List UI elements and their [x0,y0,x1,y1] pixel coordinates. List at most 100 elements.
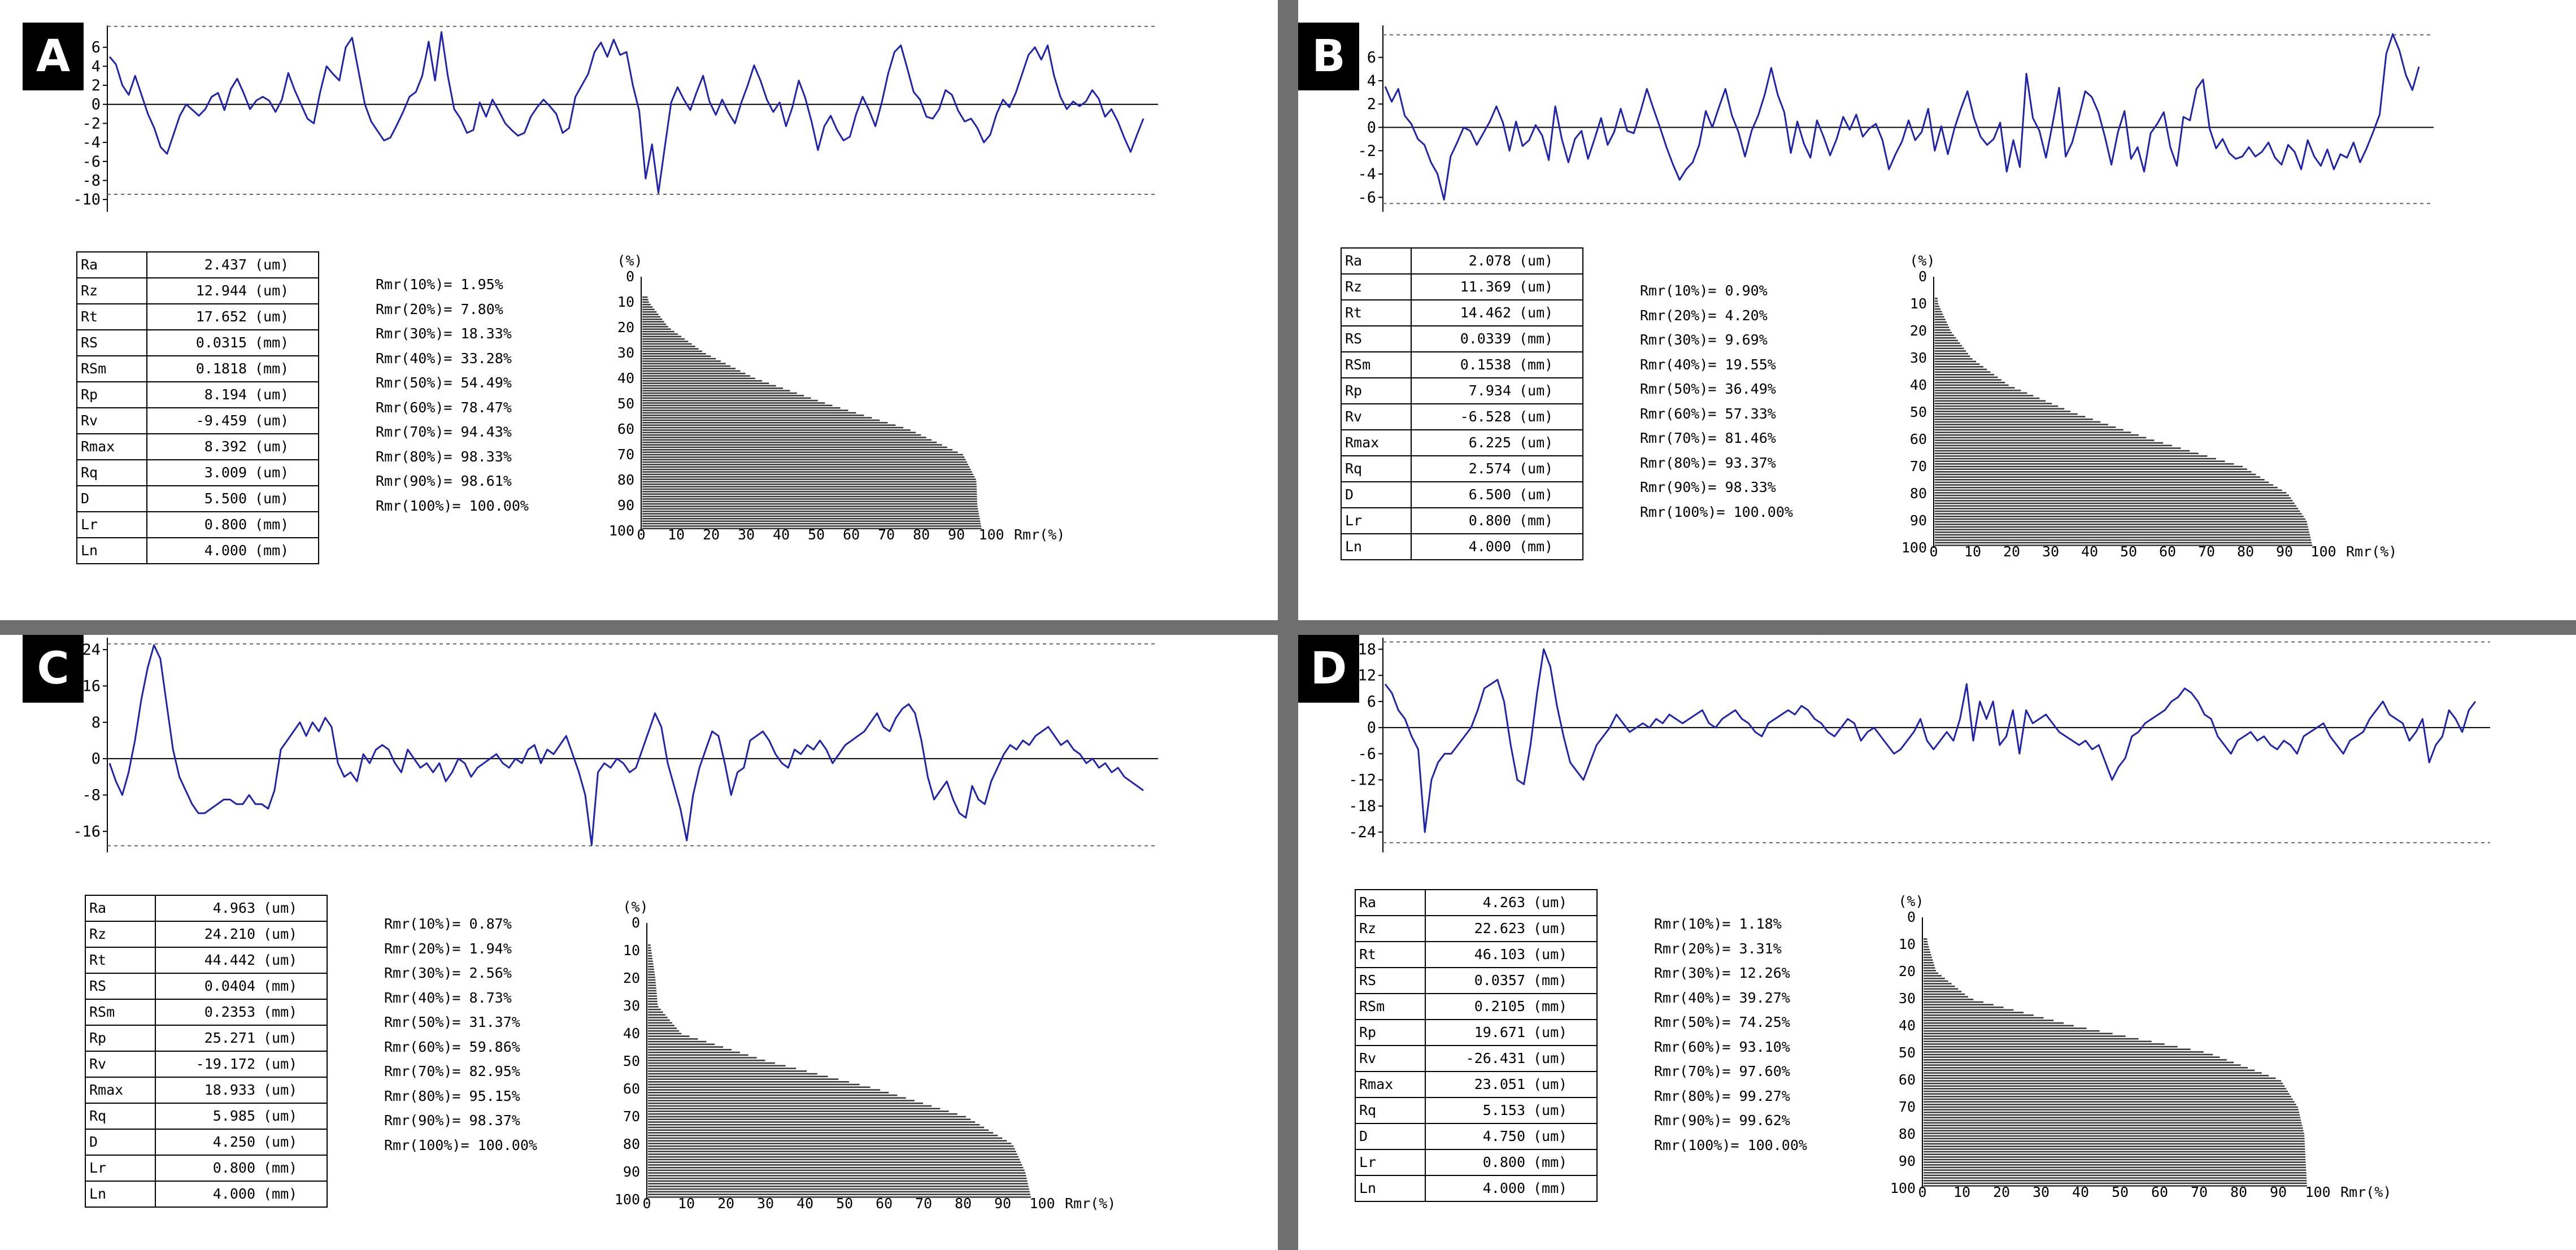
rmr-list: Rmr(10%)= 0.90% Rmr(20%)= 4.20% Rmr(30%)= … [1640,278,1793,524]
rmr-label: Rmr(80%)= [1640,454,1717,471]
y-tick-label: -6 [1357,745,1376,763]
rmr-item: Rmr(60%)= 93.10% [1654,1035,1807,1060]
abbott-x-tick-label: 40 [2072,1184,2089,1200]
abbott-y-tick-label: 80 [1899,1126,1916,1142]
abbott-bar [642,399,818,402]
rmr-value: 2.56% [460,965,512,981]
abbott-bar [642,390,790,391]
rmr-item: Rmr(10%)= 1.95% [376,272,529,297]
profile-series-line [1384,648,2477,833]
abbott-y-tick-label: 0 [632,914,640,931]
abbott-bar [1935,502,2295,504]
table-row: Rz 22.623 (um) [1355,915,1598,942]
parameter-name: Rmax [1341,429,1412,456]
abbott-bar [642,437,926,438]
table-row: Ra 4.963 (um) [85,895,328,922]
profile-chart: 24 16 8 0 -8 -16 [73,638,1158,852]
abbott-x-tick-label: 60 [2151,1184,2168,1200]
abbott-bar [1935,413,2078,415]
abbott-bar [648,1078,839,1080]
abbott-bar [1935,421,2101,423]
abbott-bar [1935,326,1950,328]
abbott-bar [648,1110,949,1112]
abbott-x-tick-label: 90 [994,1195,1011,1212]
value-unit: (um) [255,464,289,481]
rmr-label: Rmr(60%)= [1654,1038,1731,1055]
abbott-bar [648,963,654,965]
parameter-name: Ln [85,1181,156,1208]
abbott-y-tick-label: 70 [617,446,634,463]
parameter-value: 8.194 (um) [146,381,319,408]
abbott-bar [648,1180,1028,1182]
abbott-y-tick-label: 70 [1910,458,1927,474]
value-number: 46.103 [1474,946,1525,962]
parameter-value: 3.009 (um) [146,459,319,486]
abbott-bar [1935,510,2300,512]
abbott-x-tick-label: 50 [2120,543,2137,560]
abbott-bar [1924,1106,2298,1108]
value-unit: (um) [263,1082,298,1098]
parameter-value: 2.078 (um) [1411,247,1583,275]
abbott-bar [1935,526,2308,528]
abbott-bar [648,1083,860,1086]
abbott-bar [1924,1164,2306,1166]
abbott-y-tick-label: 90 [1910,512,1927,529]
y-tick-label: 6 [1367,49,1376,67]
abbott-bar [642,343,692,345]
abbott-bar [648,1153,1017,1155]
value-number: 4.000 [212,1186,255,1202]
value-number: 11.369 [1460,278,1511,295]
parameter-table: Ra 2.078 (um) Rz 11.369 (um) Rt 14.462 (um) RS 0.0… [1341,247,1583,560]
rmr-value: 59.86% [460,1038,520,1055]
abbott-bar [1924,1153,2305,1155]
value-unit: (um) [1533,1024,1568,1040]
parameter-name: RSm [85,999,156,1026]
y-tick-label: -8 [82,172,101,189]
abbott-bar [648,1086,871,1088]
rmr-value: 8.73% [460,989,512,1006]
rmr-value: 100.00% [1739,1136,1807,1153]
abbott-bar [642,456,965,458]
abbott-bar [648,1140,1007,1142]
abbott-bar [1924,985,1955,987]
abbott-bar [648,1175,1026,1177]
abbott-bar [1924,1061,2234,1064]
abbott-bar [642,481,977,483]
abbott-bar [1935,508,2299,509]
abbott-bar [642,316,660,318]
y-tick-label: 18 [1357,641,1376,658]
parameter-value: 0.2105 (mm) [1425,993,1598,1020]
abbott-bar [642,520,981,522]
rmr-item: Rmr(40%)= 33.28% [376,346,529,371]
y-tick-label: 24 [82,641,101,659]
abbott-bar [1924,962,1934,964]
abbott-x-tick-label: 60 [876,1195,893,1212]
abbott-bar [648,1038,698,1040]
parameter-value: 2.574 (um) [1411,455,1583,482]
abbott-bar [642,426,904,429]
rmr-item: Rmr(60%)= 59.86% [384,1035,537,1060]
abbott-bar [1924,1046,2178,1048]
y-tick-label: 8 [92,714,101,731]
abbott-bar [642,372,746,374]
abbott-bar [1935,437,2147,439]
abbott-bar [648,1196,1031,1198]
abbott-x-tick-label: 0 [642,1195,651,1212]
abbott-y-tick-label: 60 [623,1081,640,1097]
abbott-y-tick-label: 30 [623,998,640,1014]
value-unit: (um) [1519,252,1554,269]
abbott-bar [648,947,651,949]
value-unit: (mm) [1519,538,1554,555]
abbott-bar [648,1188,1029,1190]
value-number: 5.153 [1482,1102,1525,1118]
y-tick-label: 12 [1357,667,1376,685]
abbott-x-tick-label: 90 [2276,543,2293,560]
abbott-y-tick-label: 80 [623,1136,640,1152]
rmr-item: Rmr(90%)= 99.62% [1654,1108,1807,1133]
abbott-bar [648,1081,849,1083]
abbott-bar [642,395,804,397]
rmr-value: 33.28% [452,350,512,367]
abbott-bar [1924,959,1933,961]
table-row: D 4.250 (um) [85,1129,328,1156]
value-number: 0.800 [212,1160,255,1176]
